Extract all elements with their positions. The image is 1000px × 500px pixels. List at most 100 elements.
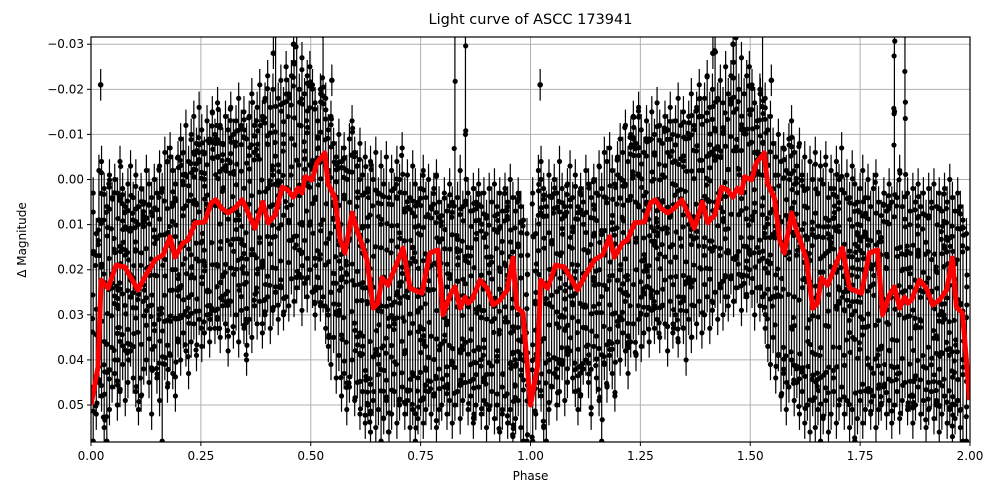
data-point xyxy=(312,255,318,261)
data-point xyxy=(304,130,310,136)
data-point xyxy=(585,181,592,187)
data-point xyxy=(344,176,350,183)
data-point xyxy=(117,286,123,292)
data-point xyxy=(296,86,302,92)
data-point xyxy=(854,257,861,263)
data-point xyxy=(243,230,249,236)
data-point xyxy=(675,326,681,332)
data-point xyxy=(230,131,236,138)
data-point xyxy=(420,258,426,264)
data-point xyxy=(291,59,297,65)
data-point xyxy=(288,202,294,208)
data-point xyxy=(562,203,568,210)
data-point xyxy=(678,186,684,193)
data-point xyxy=(127,163,134,169)
data-point xyxy=(400,171,406,177)
data-point xyxy=(483,424,490,431)
data-point xyxy=(421,187,427,193)
data-point xyxy=(396,402,403,408)
data-point xyxy=(820,224,827,230)
data-point xyxy=(548,292,555,298)
data-point xyxy=(312,106,318,112)
data-point xyxy=(825,194,832,201)
data-point xyxy=(894,337,900,344)
data-point xyxy=(257,82,263,88)
data-point xyxy=(381,415,387,422)
data-point xyxy=(230,330,236,336)
data-point xyxy=(520,377,527,383)
data-point xyxy=(404,397,411,404)
data-point xyxy=(418,305,424,311)
data-point xyxy=(349,261,355,267)
data-point xyxy=(430,201,437,207)
data-point xyxy=(891,214,897,220)
data-point xyxy=(725,294,731,300)
data-point xyxy=(383,154,389,160)
data-point xyxy=(91,316,96,322)
data-point xyxy=(862,211,869,217)
data-point xyxy=(399,370,405,376)
data-point xyxy=(963,414,969,420)
data-point xyxy=(466,260,472,266)
data-point xyxy=(696,298,702,304)
data-point xyxy=(915,357,921,364)
data-point xyxy=(802,154,808,160)
data-point xyxy=(730,75,737,81)
data-point xyxy=(949,223,955,229)
data-point xyxy=(423,194,429,201)
data-point xyxy=(323,116,329,122)
data-point xyxy=(344,406,350,413)
data-point xyxy=(365,402,371,408)
data-point xyxy=(680,164,686,170)
data-point xyxy=(946,352,952,358)
data-point xyxy=(256,156,263,162)
data-point xyxy=(538,393,544,399)
data-point xyxy=(354,298,360,304)
data-point xyxy=(262,120,268,126)
data-point xyxy=(852,336,858,342)
data-point xyxy=(607,145,613,151)
data-point xyxy=(422,301,428,307)
data-point xyxy=(672,192,678,198)
data-point xyxy=(104,233,110,239)
data-point xyxy=(788,349,794,355)
data-point xyxy=(483,381,489,387)
data-point xyxy=(478,363,484,369)
data-point xyxy=(122,302,128,309)
data-point xyxy=(693,234,700,241)
data-point xyxy=(785,291,791,297)
data-point xyxy=(880,201,887,207)
x-tick-label: 0.00 xyxy=(78,449,105,463)
data-point xyxy=(670,321,676,327)
data-point xyxy=(709,238,715,244)
data-point xyxy=(657,122,663,128)
data-point xyxy=(341,145,347,151)
data-point xyxy=(910,185,916,192)
data-point xyxy=(386,295,392,302)
data-point xyxy=(746,64,752,70)
data-point xyxy=(633,352,639,359)
data-point xyxy=(412,250,418,256)
data-point xyxy=(510,433,516,440)
data-point xyxy=(357,406,364,412)
data-point xyxy=(159,185,165,192)
data-point xyxy=(135,297,141,303)
data-point xyxy=(473,236,479,242)
data-point xyxy=(846,424,853,431)
data-point xyxy=(556,209,563,215)
data-point xyxy=(130,290,136,296)
data-point xyxy=(918,411,924,417)
data-point xyxy=(939,208,945,214)
data-point xyxy=(199,140,205,146)
data-point xyxy=(633,235,639,241)
data-point xyxy=(350,125,356,131)
data-point xyxy=(397,235,403,241)
data-point xyxy=(143,322,149,328)
data-point xyxy=(618,262,624,268)
data-point xyxy=(701,252,708,259)
data-point xyxy=(407,376,414,382)
data-point xyxy=(693,148,699,154)
data-point xyxy=(543,203,549,210)
data-point xyxy=(367,212,373,218)
data-point xyxy=(138,393,144,399)
